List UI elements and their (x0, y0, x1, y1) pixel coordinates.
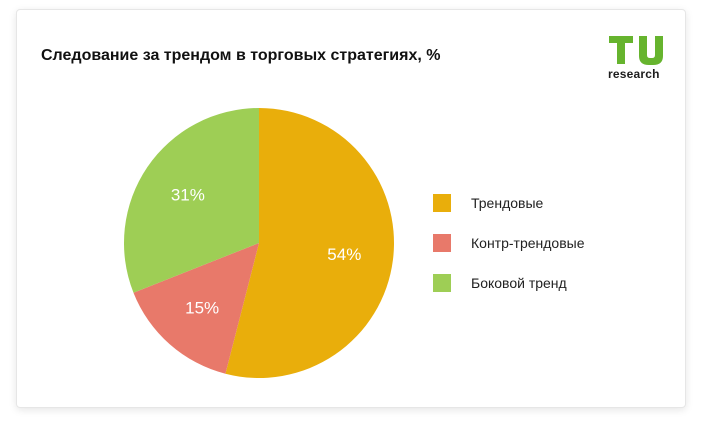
pie-slice-label-1: 54% (327, 245, 361, 264)
legend-label-3: Боковой тренд (471, 275, 567, 291)
pie-slice-label-2: 15% (185, 299, 219, 318)
pie-slice-3 (123, 108, 259, 293)
logo-wordmark: research (608, 67, 660, 81)
pie-slice-label-3: 31% (171, 186, 205, 205)
pie-chart: 54% 15% 31% (123, 108, 394, 378)
chart-title: Следование за трендом в торговых стратег… (41, 47, 441, 64)
legend-label-1: Трендовые (471, 195, 544, 211)
tu-logo-mark (609, 36, 663, 65)
legend-swatch-2 (433, 234, 451, 252)
tu-research-logo: research (607, 36, 667, 82)
legend-swatch-3 (433, 274, 451, 292)
chart-card: Следование за трендом в торговых стратег… (16, 9, 686, 408)
legend-label-2: Контр-трендовые (471, 235, 585, 251)
pie-slice-1 (225, 108, 394, 378)
pie-slice-2 (133, 243, 259, 374)
legend-swatch-1 (433, 194, 451, 212)
